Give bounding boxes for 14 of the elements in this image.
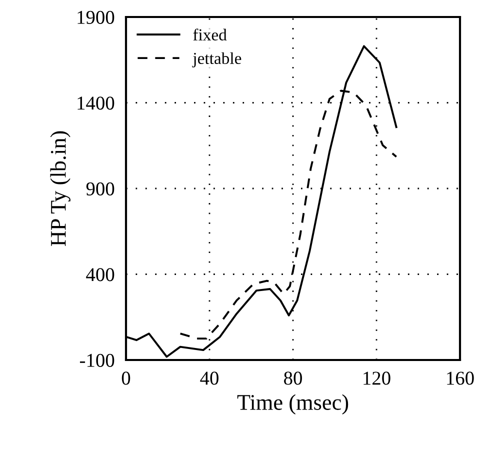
- legend-label: fixed: [193, 28, 227, 40]
- x-tick-label: 40: [200, 372, 218, 385]
- x-tick-label: 80: [284, 372, 302, 385]
- y-tick-label: 400: [86, 268, 114, 282]
- legend-label: jettable: [192, 52, 242, 68]
- y-tick-label: 900: [86, 182, 114, 196]
- x-axis-title: Time (msec): [237, 394, 348, 414]
- x-tick-label: 160: [447, 372, 474, 385]
- y-axis-title: HP Ty (lb.in): [50, 131, 70, 246]
- y-tick-label: 1900: [78, 10, 114, 24]
- y-tick-label: -100: [80, 354, 114, 367]
- x-tick-label: 120: [364, 372, 390, 385]
- x-tick-label: 0: [122, 372, 130, 385]
- y-tick-label: 1400: [78, 96, 114, 110]
